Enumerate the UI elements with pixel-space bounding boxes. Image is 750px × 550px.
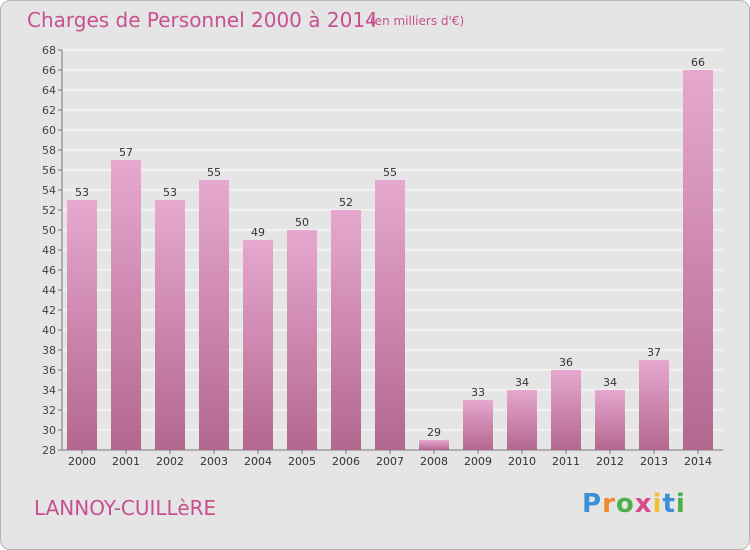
bar-value-label: 50 <box>295 216 309 229</box>
y-tick-label: 50 <box>42 224 56 237</box>
bar-value-label: 52 <box>339 196 353 209</box>
bar-value-label: 37 <box>647 346 661 359</box>
x-tick-label: 2004 <box>244 455 272 468</box>
bar-value-label: 66 <box>691 56 705 69</box>
x-tick-label: 2007 <box>376 455 404 468</box>
y-tick-label: 52 <box>42 204 56 217</box>
y-tick-label: 60 <box>42 124 56 137</box>
bar <box>463 400 493 450</box>
logo-char: x <box>634 489 653 519</box>
bar <box>155 200 185 450</box>
x-tick-label: 2013 <box>640 455 668 468</box>
x-tick-label: 2010 <box>508 455 536 468</box>
x-tick-label: 2008 <box>420 455 448 468</box>
y-tick-label: 32 <box>42 404 56 417</box>
place-name: LANNOY-CUILLèRE <box>34 496 217 520</box>
x-tick-label: 2014 <box>684 455 712 468</box>
x-tick-label: 2003 <box>200 455 228 468</box>
logo-char: t <box>662 489 676 519</box>
x-tick-label: 2000 <box>68 455 96 468</box>
y-tick-label: 38 <box>42 344 56 357</box>
bar <box>199 180 229 450</box>
bar-value-label: 55 <box>207 166 221 179</box>
y-tick-label: 42 <box>42 304 56 317</box>
bar <box>243 240 273 450</box>
bar <box>111 160 141 450</box>
chart-title: Charges de Personnel 2000 à 2014 <box>27 8 378 32</box>
logo-char: i <box>652 489 663 519</box>
bar-value-label: 29 <box>427 426 441 439</box>
y-tick-label: 54 <box>42 184 56 197</box>
proxiti-logo: Proxiti <box>582 489 686 519</box>
y-tick-label: 48 <box>42 244 56 257</box>
bar <box>551 370 581 450</box>
bar <box>375 180 405 450</box>
y-tick-label: 44 <box>42 284 56 297</box>
x-tick-label: 2011 <box>552 455 580 468</box>
chart-subtitle: (en milliers d'€) <box>370 14 465 28</box>
y-tick-label: 56 <box>42 164 56 177</box>
bar-value-label: 49 <box>251 226 265 239</box>
bar-value-label: 57 <box>119 146 133 159</box>
bar <box>419 440 449 450</box>
x-tick-label: 2012 <box>596 455 624 468</box>
bar-value-label: 36 <box>559 356 573 369</box>
y-tick-label: 68 <box>42 44 56 57</box>
logo-char: r <box>602 489 616 519</box>
y-tick-label: 36 <box>42 364 56 377</box>
bar <box>507 390 537 450</box>
y-tick-label: 34 <box>42 384 56 397</box>
y-tick-label: 28 <box>42 444 56 457</box>
bar-value-label: 33 <box>471 386 485 399</box>
bar <box>595 390 625 450</box>
y-tick-label: 66 <box>42 64 56 77</box>
y-tick-label: 58 <box>42 144 56 157</box>
x-tick-label: 2005 <box>288 455 316 468</box>
bar <box>287 230 317 450</box>
bar <box>67 200 97 450</box>
x-tick-label: 2001 <box>112 455 140 468</box>
x-tick-label: 2002 <box>156 455 184 468</box>
bar-value-label: 34 <box>603 376 617 389</box>
y-tick-label: 64 <box>42 84 56 97</box>
bar-value-label: 53 <box>75 186 89 199</box>
x-tick-label: 2009 <box>464 455 492 468</box>
x-tick-label: 2006 <box>332 455 360 468</box>
logo-char: P <box>582 489 603 519</box>
bar-value-label: 34 <box>515 376 529 389</box>
bar <box>639 360 669 450</box>
y-tick-label: 62 <box>42 104 56 117</box>
logo-char: o <box>615 489 635 519</box>
y-tick-label: 30 <box>42 424 56 437</box>
y-tick-label: 40 <box>42 324 56 337</box>
bar <box>331 210 361 450</box>
logo-char: i <box>675 489 686 519</box>
bar-value-label: 53 <box>163 186 177 199</box>
bar <box>683 70 713 450</box>
bar-value-label: 55 <box>383 166 397 179</box>
y-tick-label: 46 <box>42 264 56 277</box>
